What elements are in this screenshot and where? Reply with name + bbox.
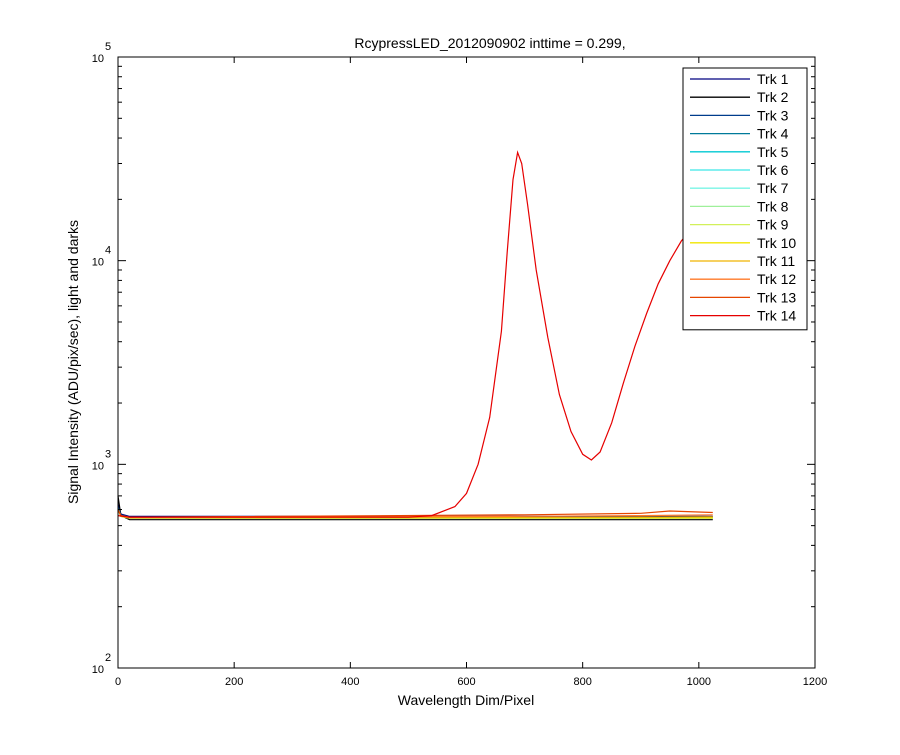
y-tick-label-base: 10	[92, 460, 104, 472]
series-line-1	[117, 503, 713, 518]
legend-label-6: Trk 6	[757, 162, 789, 178]
legend-label-4: Trk 4	[757, 126, 789, 142]
plot-area	[117, 150, 713, 521]
legend-box	[682, 67, 808, 331]
chart-title: RcypressLED_2012090902 inttime = 0.299,	[354, 35, 625, 51]
x-tick-label: 200	[225, 676, 243, 688]
legend-label-11: Trk 11	[757, 253, 795, 269]
y-tick-label-base: 10	[92, 53, 104, 65]
legend-label-12: Trk 12	[757, 271, 796, 287]
y-tick-label-exponent: 4	[105, 245, 111, 257]
x-tick-label: 600	[457, 676, 475, 688]
y-tick-label-exponent: 5	[105, 41, 111, 53]
legend-label-7: Trk 7	[757, 180, 789, 196]
y-tick-label-exponent: 2	[105, 652, 111, 664]
legend-label-8: Trk 8	[757, 198, 789, 214]
legend-label-10: Trk 10	[757, 235, 796, 251]
legend-label-2: Trk 2	[757, 89, 789, 105]
legend-label-9: Trk 9	[757, 217, 789, 233]
legend-label-14: Trk 14	[757, 308, 796, 324]
x-tick-label: 800	[573, 676, 591, 688]
x-tick-label: 1200	[803, 676, 827, 688]
x-tick-label: 400	[341, 676, 359, 688]
legend: Trk 1 Trk 2 Trk 3 Trk 4 Trk 5 Trk 6 Trk 7 Trk 8…	[682, 67, 808, 331]
y-tick-label-base: 10	[92, 257, 104, 269]
legend-label-5: Trk 5	[757, 144, 789, 160]
legend-label-1: Trk 1	[757, 71, 789, 87]
x-axis-title: Wavelength Dim/Pixel	[398, 692, 534, 708]
y-axis-title: Signal Intensity (ADU/pix/sec), light an…	[65, 220, 81, 504]
y-tick-label-base: 10	[92, 664, 104, 676]
series-line-14	[117, 150, 688, 518]
legend-label-13: Trk 13	[757, 289, 796, 305]
y-tick-label-exponent: 3	[105, 448, 111, 460]
x-tick-label: 0	[115, 676, 121, 688]
x-tick-label: 1000	[687, 676, 711, 688]
legend-label-3: Trk 3	[757, 107, 789, 123]
